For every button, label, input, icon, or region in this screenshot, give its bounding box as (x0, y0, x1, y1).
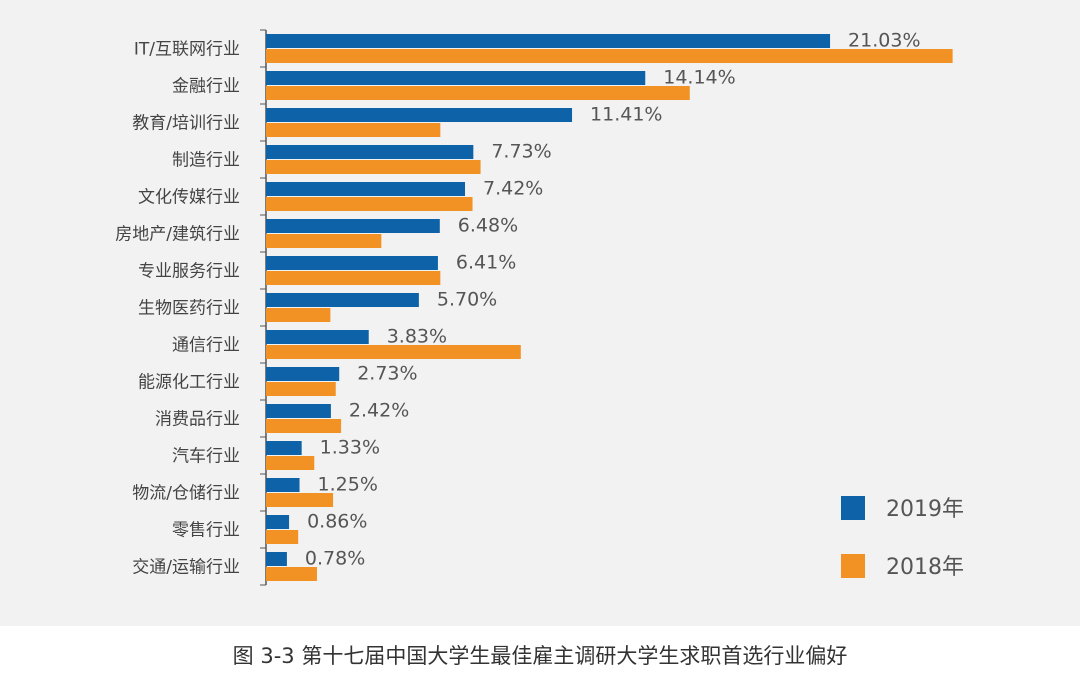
bar-2018 (266, 86, 690, 100)
bar-2019 (266, 367, 340, 381)
category-label: 消费品行业 (155, 410, 240, 430)
legend-swatch-2019 (841, 496, 865, 520)
data-label: 21.03% (848, 30, 920, 52)
category-label: 生物医药行业 (138, 299, 240, 319)
bar-2019 (266, 552, 287, 566)
category-label: 能源化工行业 (138, 373, 240, 393)
bar-2019 (266, 404, 331, 418)
bar-2019 (266, 219, 440, 233)
bar-2019 (266, 293, 419, 307)
data-label: 1.25% (318, 474, 378, 496)
bar-2018 (266, 456, 315, 470)
bar-2018 (266, 271, 441, 285)
bar-2018 (266, 419, 342, 433)
bar-2018 (266, 160, 481, 174)
bar-2018 (266, 197, 473, 211)
category-label: 交通/运输行业 (132, 558, 240, 578)
bar-2019 (266, 34, 831, 48)
bar-2019 (266, 515, 290, 529)
bar-2019 (266, 330, 369, 344)
category-label: 教育/培训行业 (132, 114, 240, 134)
category-label: 汽车行业 (172, 447, 240, 467)
data-label: 0.86% (307, 511, 367, 533)
bar-2019 (266, 441, 302, 455)
data-label: 2.73% (357, 363, 417, 385)
data-label: 14.14% (663, 67, 735, 89)
bar-2019 (266, 145, 474, 159)
data-label: 0.78% (305, 548, 365, 570)
data-label: 2.42% (349, 400, 409, 422)
bar-2018 (266, 308, 331, 322)
bar-chart: IT/互联网行业 21.03% 金融行业 14.14% 教育/培训行业 11.41% 制造行… (115, 29, 964, 586)
category-label: 零售行业 (172, 521, 240, 541)
category-label: IT/互联网行业 (134, 40, 240, 60)
bar-2018 (266, 234, 382, 248)
data-label: 7.73% (491, 141, 551, 163)
bar-2019 (266, 182, 466, 196)
bar-2018 (266, 345, 521, 359)
bar-2019 (266, 108, 573, 122)
bar-2019 (266, 478, 300, 492)
category-label: 物流/仓储行业 (132, 484, 240, 504)
category-label: 房地产/建筑行业 (115, 225, 240, 245)
bar-2018 (266, 123, 441, 137)
category-label: 专业服务行业 (138, 262, 240, 282)
bar-2018 (266, 493, 334, 507)
category-label: 通信行业 (172, 336, 240, 356)
data-label: 7.42% (483, 178, 543, 200)
data-label: 1.33% (320, 437, 380, 459)
category-label: 文化传媒行业 (138, 188, 240, 208)
bar-2018 (266, 567, 317, 581)
data-label: 6.41% (456, 252, 516, 274)
figure-caption: 图 3-3 第十七届中国大学生最佳雇主调研大学生求职首选行业偏好 (232, 644, 848, 668)
bar-2018 (266, 530, 299, 544)
bar-2018 (266, 382, 336, 396)
data-label: 6.48% (458, 215, 518, 237)
legend-label-2019: 2019年 (886, 497, 964, 522)
legend-swatch-2018 (841, 554, 865, 578)
legend-label-2018: 2018年 (886, 555, 964, 580)
chart-area: IT/互联网行业 21.03% 金融行业 14.14% 教育/培训行业 11.41% 制造行… (0, 0, 1080, 626)
bar-2019 (266, 71, 646, 85)
data-label: 11.41% (590, 104, 662, 126)
bar-2019 (266, 256, 438, 270)
data-label: 5.70% (437, 289, 497, 311)
bar-2018 (266, 49, 953, 63)
data-label: 3.83% (387, 326, 447, 348)
category-label: 制造行业 (172, 151, 240, 171)
category-label: 金融行业 (172, 77, 240, 97)
